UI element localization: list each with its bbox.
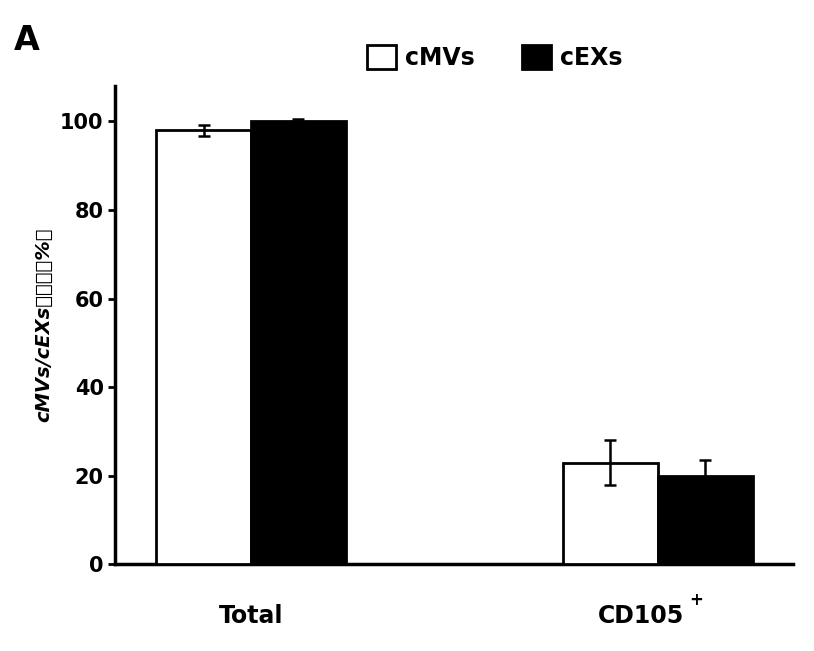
Bar — [658, 476, 752, 564]
Bar — [562, 462, 658, 564]
Text: A: A — [14, 24, 40, 57]
Text: CD105: CD105 — [597, 604, 684, 628]
Text: +: + — [689, 591, 703, 609]
Text: Total: Total — [219, 604, 283, 628]
Legend: cMVs, cEXs: cMVs, cEXs — [358, 36, 632, 79]
Bar — [251, 122, 346, 564]
Y-axis label: cMVs/cEXs的纯化（%）: cMVs/cEXs的纯化（%） — [34, 228, 53, 422]
Bar — [156, 130, 251, 564]
